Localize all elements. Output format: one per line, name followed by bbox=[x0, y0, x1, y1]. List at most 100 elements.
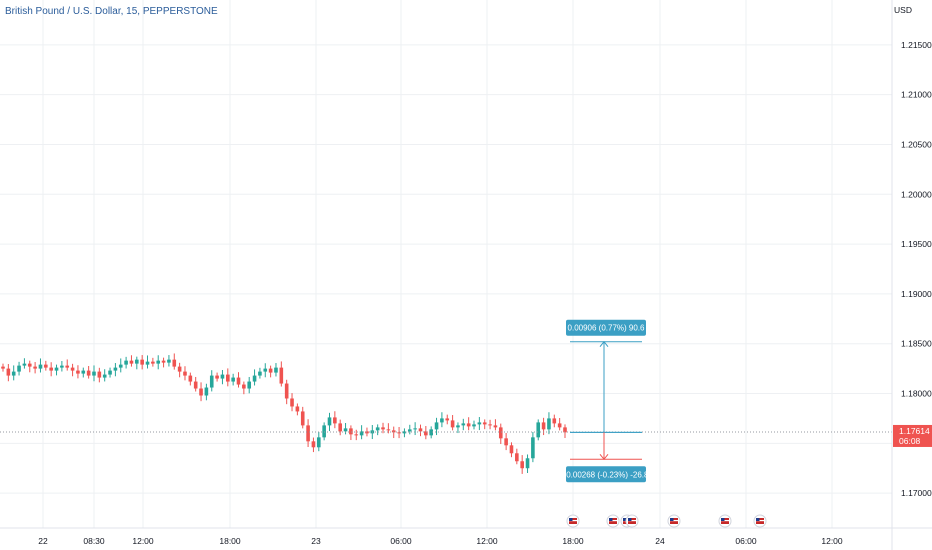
us-flag-event-icon[interactable] bbox=[667, 514, 681, 528]
candle-body bbox=[76, 370, 80, 374]
candle-body bbox=[552, 418, 557, 424]
candle-body bbox=[349, 428, 353, 435]
us-flag-event-icon[interactable] bbox=[606, 514, 620, 528]
candle-body bbox=[386, 429, 391, 431]
candle-body bbox=[482, 422, 487, 425]
candle-body bbox=[498, 427, 503, 439]
candle-body bbox=[509, 445, 514, 454]
flag-icon-canton bbox=[756, 518, 760, 521]
candle-body bbox=[193, 381, 198, 389]
y-tick-label: 1.20000 bbox=[901, 189, 932, 199]
candle-body bbox=[236, 377, 241, 385]
flag-icon-canton bbox=[569, 518, 573, 521]
candle-body bbox=[295, 406, 300, 412]
plot-background bbox=[0, 0, 892, 528]
x-tick-label: 12:00 bbox=[476, 536, 498, 546]
candle-body bbox=[65, 365, 70, 368]
y-tick-label: 1.17000 bbox=[901, 488, 932, 498]
candle-body bbox=[472, 424, 476, 427]
candle-body bbox=[450, 420, 455, 428]
flag-icon-stripe bbox=[721, 520, 729, 522]
candle-body bbox=[17, 365, 21, 372]
candle-body bbox=[145, 361, 150, 365]
candle-body bbox=[220, 374, 225, 379]
candle-body bbox=[161, 360, 166, 363]
candle-body bbox=[172, 359, 177, 367]
candle-body bbox=[199, 388, 203, 396]
candle-body bbox=[231, 377, 235, 382]
symbol-title: British Pound / U.S. Dollar, 15, PEPPERS… bbox=[5, 6, 218, 17]
candle-body bbox=[557, 423, 562, 428]
flag-icon-stripe bbox=[609, 520, 617, 522]
candle-body bbox=[290, 398, 294, 407]
flag-icon-canton bbox=[628, 518, 632, 521]
candle-body bbox=[536, 422, 541, 438]
y-tick-label: 1.18500 bbox=[901, 339, 932, 349]
candle-body bbox=[434, 422, 439, 430]
candle-body bbox=[11, 371, 16, 376]
candle-body bbox=[461, 423, 466, 426]
current-price-tag bbox=[893, 424, 932, 447]
candle-body bbox=[49, 367, 53, 371]
us-flag-event-icon[interactable] bbox=[718, 514, 732, 528]
candle-body bbox=[124, 360, 128, 365]
y-tick-label: 1.21000 bbox=[901, 90, 932, 100]
y-tick-label: 1.19000 bbox=[901, 289, 932, 299]
candle-body bbox=[493, 425, 498, 428]
candle-body bbox=[226, 374, 230, 382]
candle-body bbox=[118, 364, 123, 368]
us-flag-event-icon[interactable] bbox=[753, 514, 767, 528]
up-measure-label: 0.00906 (0.77%) 90.6 bbox=[568, 324, 645, 333]
candle-body bbox=[215, 375, 219, 379]
candle-body bbox=[102, 374, 107, 378]
candle-body bbox=[258, 371, 262, 376]
flag-icon-stripe bbox=[756, 520, 764, 522]
candle-body bbox=[456, 425, 460, 428]
candle-body bbox=[252, 375, 257, 382]
flag-icon-stripe bbox=[628, 520, 636, 522]
candle-body bbox=[520, 461, 524, 469]
candle-body bbox=[263, 368, 268, 372]
y-tick-label: 1.18000 bbox=[901, 389, 932, 399]
candle-body bbox=[525, 458, 530, 469]
candle-body bbox=[311, 441, 316, 448]
up-measure-label-box bbox=[566, 319, 646, 336]
candle-body bbox=[429, 429, 433, 436]
candle-body bbox=[418, 428, 423, 432]
x-tick-label: 06:00 bbox=[735, 536, 757, 546]
us-flag-event-icon[interactable] bbox=[566, 514, 580, 528]
candle-body bbox=[466, 423, 471, 427]
x-tick-label: 12:00 bbox=[132, 536, 154, 546]
candle-body bbox=[541, 422, 546, 430]
down-arrow-head bbox=[599, 453, 609, 461]
x-tick-label: 18:00 bbox=[562, 536, 584, 546]
us-flag-event-icon[interactable] bbox=[625, 514, 639, 528]
candle-body bbox=[268, 368, 273, 373]
candle-body bbox=[22, 363, 27, 366]
flag-icon-stripe bbox=[670, 520, 678, 522]
candle-body bbox=[209, 375, 214, 388]
candle-body bbox=[402, 431, 407, 434]
down-measure-label-box bbox=[566, 466, 646, 483]
candle-body bbox=[424, 431, 428, 436]
candle-body bbox=[488, 424, 492, 426]
candle-body bbox=[44, 364, 48, 368]
candle-body bbox=[477, 422, 482, 425]
candle-body bbox=[188, 375, 193, 382]
candle-body bbox=[60, 365, 64, 368]
candle-body bbox=[547, 418, 551, 430]
candle-body bbox=[397, 432, 401, 434]
down-measure-label: -0.00268 (-0.23%) -26.8 bbox=[564, 470, 649, 479]
x-tick-label: 23 bbox=[311, 536, 321, 546]
candle-body bbox=[204, 387, 209, 396]
flag-icon-canton bbox=[721, 518, 725, 521]
current-price-label: 1.17614 bbox=[899, 426, 930, 436]
candle-body bbox=[247, 381, 252, 389]
up-arrow-head bbox=[599, 340, 609, 348]
candle-body bbox=[300, 411, 305, 426]
candle-body bbox=[177, 366, 182, 372]
candle-body bbox=[54, 367, 59, 371]
candle-body bbox=[242, 384, 246, 389]
